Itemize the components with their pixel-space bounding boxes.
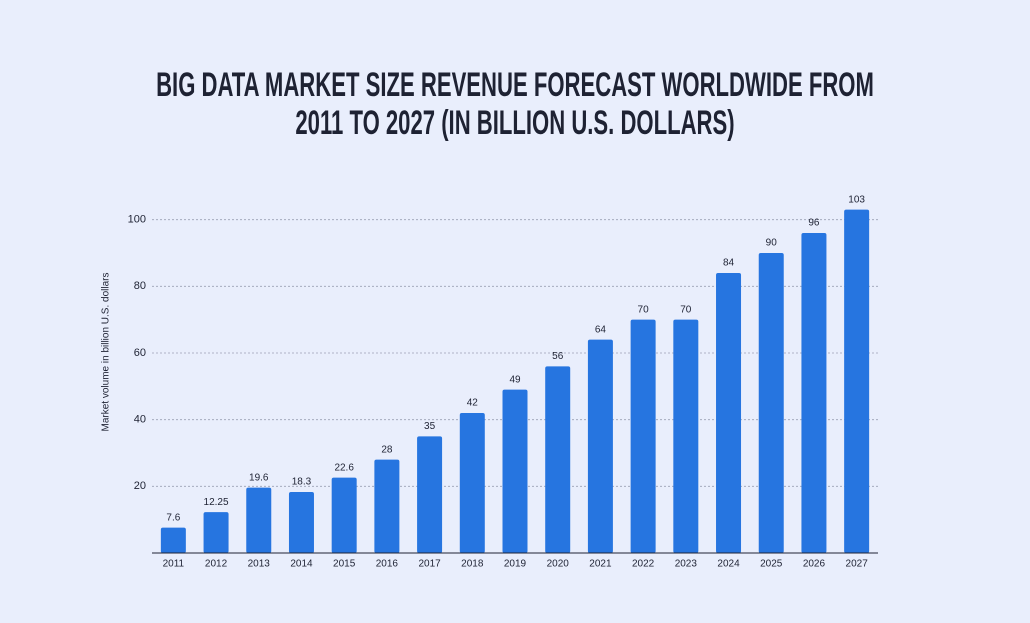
value-label: 70 <box>680 304 692 315</box>
x-tick-label: 2022 <box>632 559 655 570</box>
x-tick-label: 2014 <box>290 559 313 570</box>
x-tick-label: 2019 <box>504 559 527 570</box>
bar <box>545 366 571 553</box>
value-label: 12.25 <box>204 497 229 508</box>
bar <box>716 273 742 553</box>
value-label: 103 <box>848 194 865 205</box>
value-label: 19.6 <box>249 472 269 483</box>
value-label: 56 <box>552 351 564 362</box>
chart-title: BIG DATA MARKET SIZE REVENUE FORECAST WO… <box>156 66 874 142</box>
x-tick-label: 2012 <box>205 559 228 570</box>
x-tick-label: 2018 <box>461 559 484 570</box>
bar <box>673 319 699 553</box>
bar <box>844 209 870 553</box>
bar <box>160 527 186 553</box>
bar <box>417 436 443 553</box>
x-tick-label: 2015 <box>333 559 356 570</box>
x-tick-label: 2026 <box>803 559 826 570</box>
bar <box>331 477 357 553</box>
value-label: 42 <box>467 398 479 409</box>
x-tick-label: 2027 <box>846 559 869 570</box>
title-container: BIG DATA MARKET SIZE REVENUE FORECAST WO… <box>0 66 1030 142</box>
y-tick-label: 80 <box>134 280 146 292</box>
bar <box>288 492 314 553</box>
value-label: 64 <box>595 324 607 335</box>
value-label: 96 <box>808 218 820 229</box>
x-tick-label: 2024 <box>717 559 740 570</box>
bar <box>246 487 272 553</box>
x-tick-label: 2016 <box>376 559 399 570</box>
x-tick-label: 2017 <box>418 559 441 570</box>
y-tick-label: 100 <box>128 214 146 226</box>
value-label: 49 <box>509 374 521 385</box>
value-label: 35 <box>424 421 436 432</box>
x-tick-label: 2020 <box>547 559 570 570</box>
value-label: 22.6 <box>334 462 354 473</box>
bar <box>374 459 400 553</box>
x-tick-label: 2013 <box>248 559 271 570</box>
value-label: 18.3 <box>292 477 312 488</box>
y-tick-label: 40 <box>134 414 146 426</box>
x-tick-label: 2011 <box>163 559 185 570</box>
bar <box>502 389 528 553</box>
y-tick-label: 60 <box>134 347 146 359</box>
bar <box>203 512 229 553</box>
y-axis-label: Market volume in billion U.S. dollars <box>101 273 112 432</box>
bar <box>801 233 827 553</box>
y-tick-label: 20 <box>134 480 146 492</box>
value-label: 28 <box>381 444 393 455</box>
x-tick-label: 2021 <box>589 559 612 570</box>
value-label: 90 <box>766 238 778 249</box>
bar <box>459 413 485 553</box>
value-label: 70 <box>638 304 650 315</box>
x-tick-label: 2025 <box>760 559 783 570</box>
bar <box>587 339 613 553</box>
bar <box>630 319 656 553</box>
value-label: 7.6 <box>166 512 180 523</box>
x-tick-label: 2023 <box>675 559 698 570</box>
value-label: 84 <box>723 258 735 269</box>
bar <box>758 253 784 553</box>
